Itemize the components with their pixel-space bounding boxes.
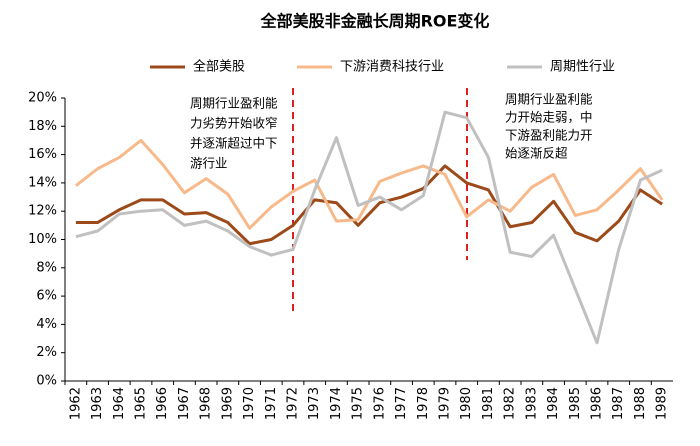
x-tick-label: 1974 [329,387,344,420]
line-series [75,164,663,246]
legend-label: 全部美股 [193,59,245,75]
x-tick-label: 1983 [524,387,539,420]
x-tick-label: 1981 [481,387,496,420]
x-tick-label: 1979 [438,387,453,420]
x-tick-label: 1972 [286,387,301,420]
annotation: 周期行业盈利能 [190,96,278,111]
x-tick-label: 1968 [199,387,214,420]
legend-label: 周期性行业 [550,60,615,75]
x-tick-label: 1987 [611,387,626,420]
x-tick-label: 1973 [307,387,322,420]
x-tick-label: 1966 [155,387,170,420]
legend-label: 下游消费科技行业 [340,60,444,75]
y-tick-label: 8% [36,260,57,275]
x-tick-label: 1984 [546,387,561,420]
annotation: 始逐渐反超 [505,146,568,161]
x-tick-label: 1977 [394,387,409,420]
x-tick-label: 1980 [459,387,474,420]
annotation: 游行业 [190,156,228,171]
x-tick-label: 1986 [590,387,605,420]
x-tick-label: 1963 [90,387,105,420]
chart-title: 全部美股非金融长周期ROE变化 [260,12,490,31]
annotation: 下游盈利能力开 [505,128,593,143]
x-tick-label: 1982 [503,387,518,420]
y-tick-label: 20% [28,91,57,106]
x-tick-label: 1975 [351,387,366,420]
x-tick-label: 1985 [568,387,583,420]
x-tick-label: 1971 [264,387,279,420]
x-tick-label: 1988 [633,387,648,420]
annotation: 力劣势开始收窄 [190,116,278,131]
x-tick-label: 1989 [655,387,670,420]
y-tick-label: 12% [28,204,57,219]
x-tick-label: 1969 [220,387,235,420]
y-tick-label: 16% [28,147,57,162]
annotation: 周期行业盈利能 [505,92,593,107]
y-tick-label: 14% [28,175,57,190]
y-tick-label: 0% [36,374,57,389]
y-tick-label: 6% [36,289,57,304]
line-series [75,110,663,345]
x-tick-label: 1978 [416,387,431,420]
annotation: 力开始走弱，中 [505,110,593,125]
y-tick-label: 10% [28,232,57,247]
x-tick-label: 1962 [68,387,83,420]
annotation: 并逐渐超过中下 [190,136,278,151]
x-tick-label: 1965 [134,387,149,420]
x-tick-label: 1967 [177,387,192,420]
x-tick-label: 1976 [372,387,387,420]
y-tick-label: 18% [28,119,57,134]
x-tick-label: 1970 [242,387,257,420]
y-tick-label: 4% [36,317,57,332]
y-tick-label: 2% [36,345,57,360]
x-tick-label: 1964 [112,387,127,420]
